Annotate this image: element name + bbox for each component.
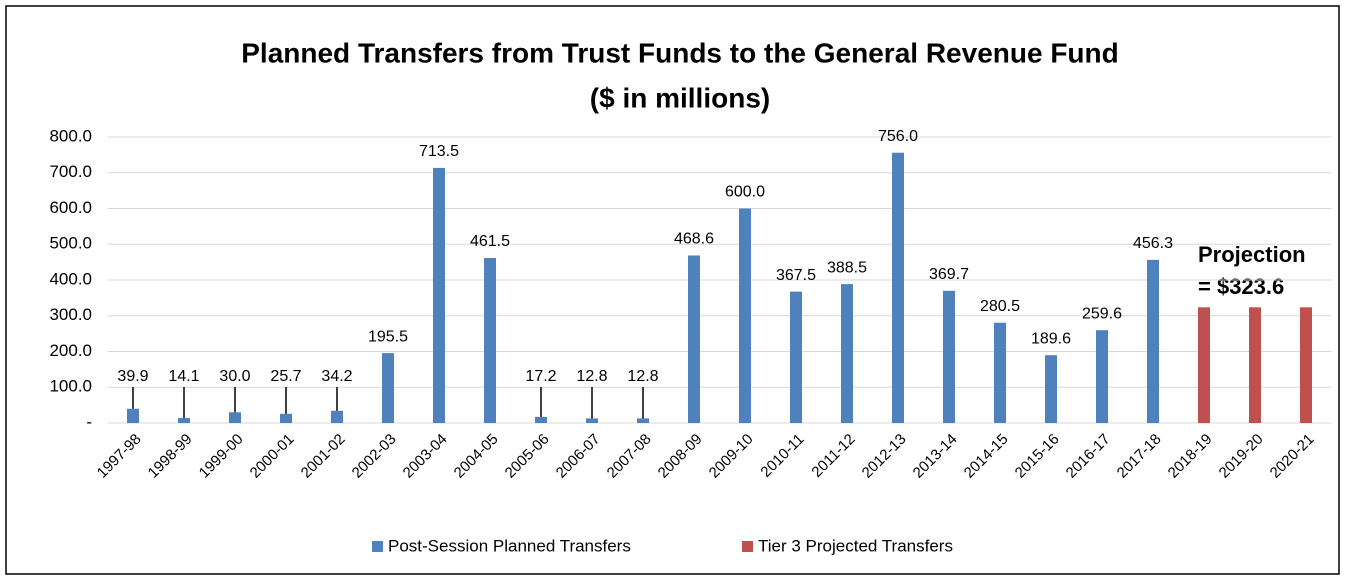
annotation: = $323.6: [1198, 274, 1284, 299]
data-label: 713.5: [419, 143, 459, 160]
bar: [1249, 307, 1261, 423]
chart-frame: [5, 5, 1340, 575]
data-label: 34.2: [321, 368, 352, 385]
bar: [484, 258, 496, 423]
bar: [433, 167, 445, 423]
data-label: 468.6: [674, 231, 714, 248]
data-label: 259.6: [1082, 305, 1122, 322]
y-tick-label: 700.0: [49, 162, 92, 181]
legend-swatch: [372, 541, 383, 552]
bar: [1096, 330, 1108, 423]
y-tick-label: 100.0: [49, 377, 92, 396]
data-label: 30.0: [219, 368, 250, 385]
bar: [178, 417, 190, 423]
data-label: 280.5: [980, 298, 1020, 315]
data-label: 39.9: [117, 368, 148, 385]
y-tick-label: 200.0: [49, 341, 92, 360]
bar: [382, 353, 394, 423]
bar: [1300, 307, 1312, 423]
data-label: 388.5: [827, 259, 867, 276]
data-label: 189.6: [1031, 330, 1071, 347]
bar: [892, 152, 904, 424]
data-label: 12.8: [576, 368, 607, 385]
bar: [1198, 307, 1210, 423]
bar: [280, 413, 292, 423]
bar: [841, 284, 853, 423]
y-tick-label: 500.0: [49, 234, 92, 253]
data-label: 195.5: [368, 328, 408, 345]
legend-label: Tier 3 Projected Transfers: [758, 536, 953, 555]
data-label: 600.0: [725, 184, 765, 201]
bar: [1045, 355, 1057, 423]
y-tick-label: 600.0: [49, 198, 92, 217]
bar: [1147, 259, 1159, 423]
bar: [586, 418, 598, 423]
legend-label: Post-Session Planned Transfers: [388, 536, 631, 555]
data-label: 17.2: [525, 368, 556, 385]
bar: [127, 408, 139, 423]
legend-swatch: [742, 541, 753, 552]
data-label: 14.1: [168, 368, 199, 385]
bar: [790, 291, 802, 423]
chart-subtitle: ($ in millions): [590, 82, 770, 113]
bar: [739, 208, 751, 423]
y-tick-label: -: [86, 412, 92, 431]
bar: [229, 412, 241, 423]
bar: [637, 418, 649, 423]
bar: [943, 290, 955, 423]
y-tick-label: 800.0: [49, 126, 92, 145]
data-label: 756.0: [878, 128, 918, 145]
data-label: 461.5: [470, 233, 510, 250]
data-label: 456.3: [1133, 235, 1173, 252]
bar: [535, 416, 547, 423]
y-tick-label: 400.0: [49, 269, 92, 288]
data-label: 367.5: [776, 267, 816, 284]
data-label: 369.7: [929, 266, 969, 283]
y-tick-label: 300.0: [49, 305, 92, 324]
bar: [688, 255, 700, 423]
data-label: 12.8: [627, 368, 658, 385]
bar: [994, 322, 1006, 423]
chart-title: Planned Transfers from Trust Funds to th…: [241, 37, 1119, 68]
data-label: 25.7: [270, 368, 301, 385]
bar: [331, 410, 343, 423]
annotation: Projection: [1198, 242, 1306, 267]
